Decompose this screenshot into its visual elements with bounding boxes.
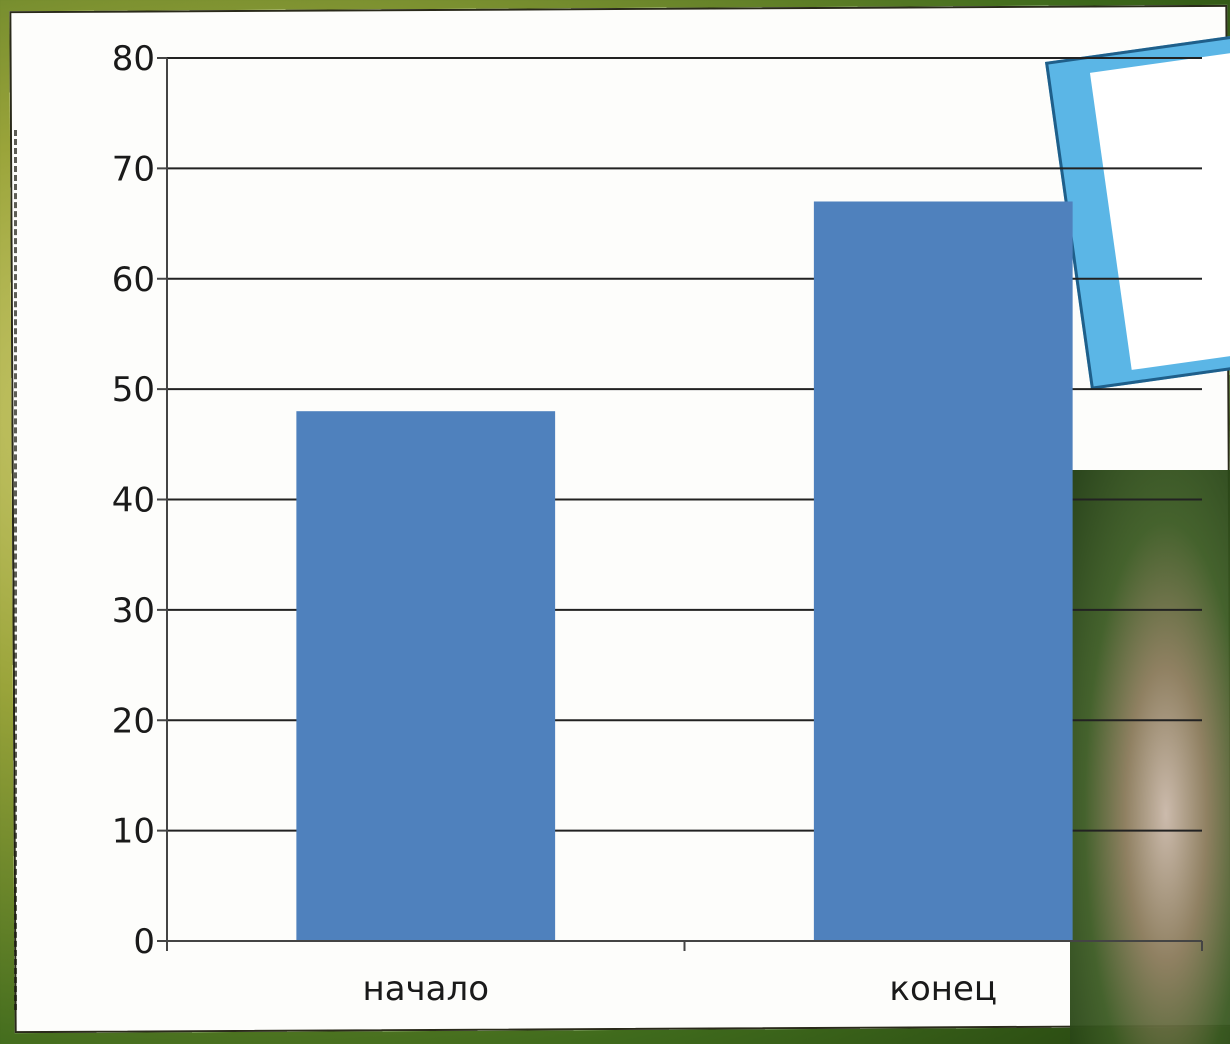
x-category-label: конец	[889, 969, 997, 1009]
y-tick-label: 0	[133, 922, 155, 962]
axes	[157, 58, 1203, 951]
y-tick-label: 60	[112, 260, 155, 300]
y-tick-label: 10	[112, 812, 155, 852]
x-category-label: начало	[362, 969, 489, 1009]
flower-bouquet-decoration	[1070, 470, 1230, 1044]
y-tick-label: 40	[112, 481, 155, 521]
paper-torn-edge	[14, 130, 27, 1010]
y-tick-label: 50	[112, 370, 155, 410]
y-tick-label: 80	[112, 39, 155, 79]
y-tick-label: 30	[112, 591, 155, 631]
x-category-labels: начало конец	[362, 969, 997, 1009]
bar-1	[296, 411, 556, 941]
bar-2	[813, 201, 1073, 942]
y-tick-label: 20	[112, 701, 155, 741]
y-tick-label: 70	[112, 149, 155, 189]
y-tick-labels: 0 10 20 30 40 50 60 70 80	[112, 39, 155, 962]
bars	[296, 201, 1073, 942]
